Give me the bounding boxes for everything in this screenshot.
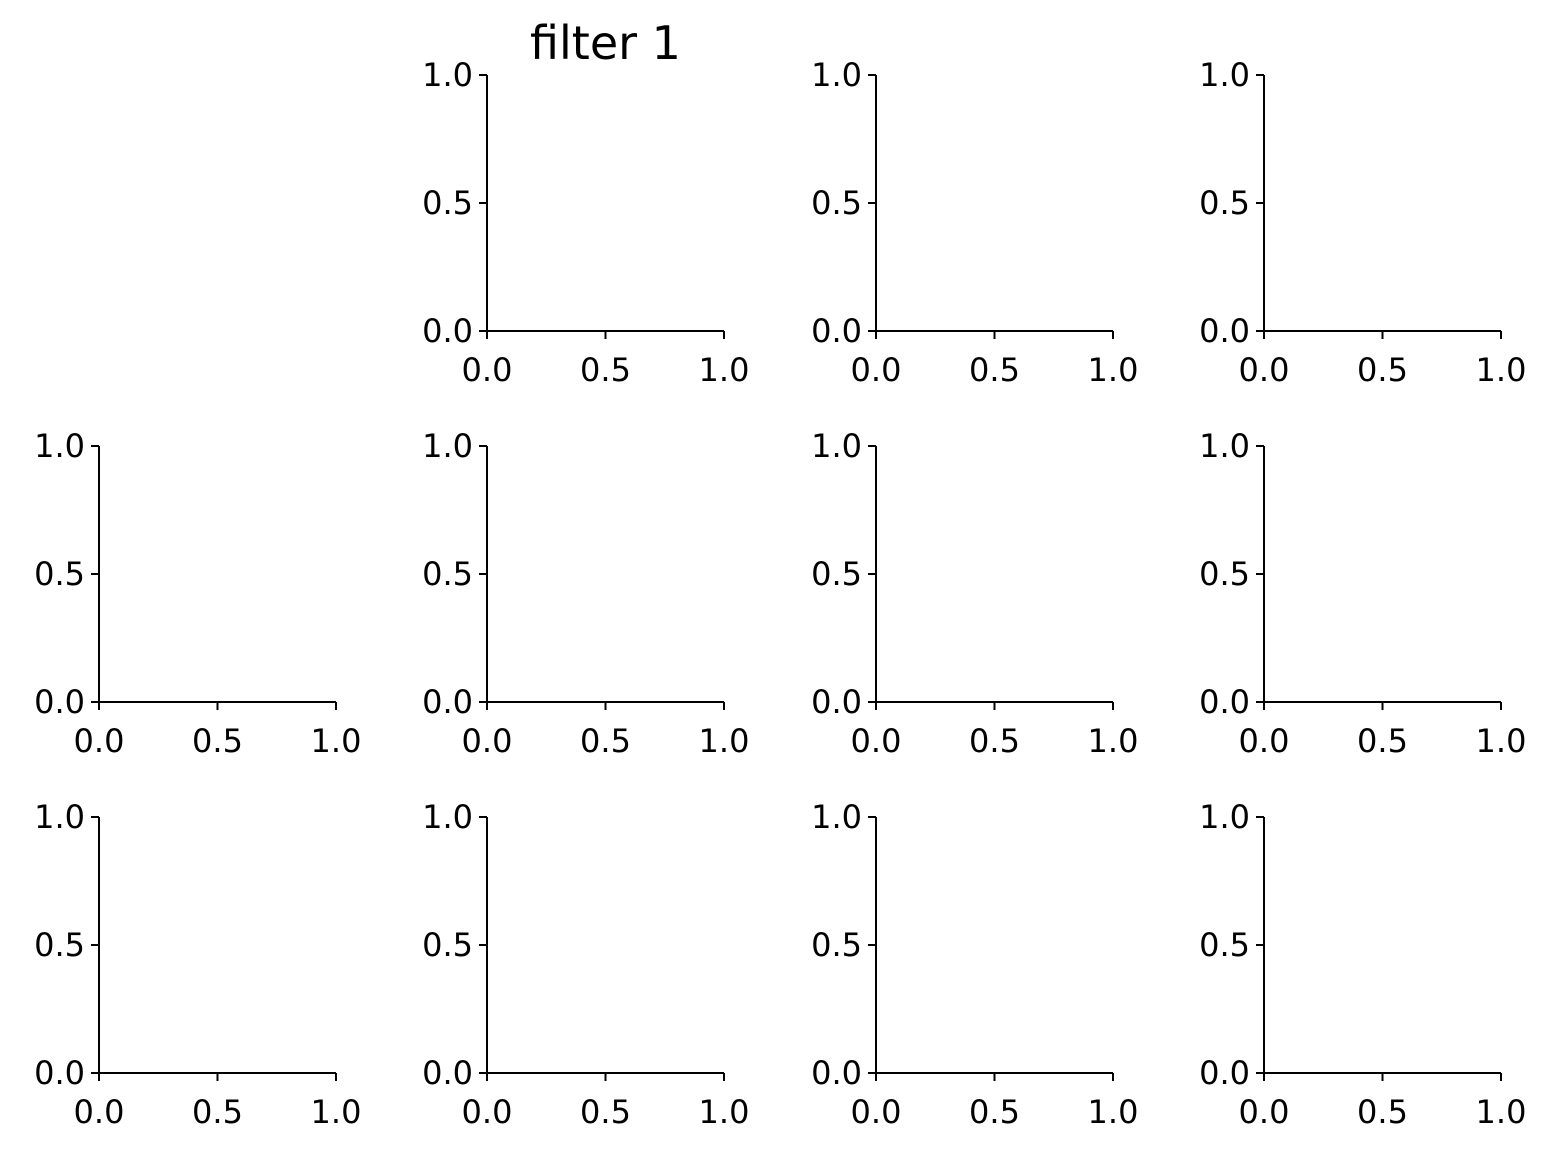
x-tick-label: 0.0: [1239, 351, 1290, 389]
x-tick-label: 0.0: [851, 351, 902, 389]
subplot-panel: 0.0 0.5 1.0 0.0 0.5 1.0: [422, 798, 749, 1131]
y-tick-label: 1.0: [422, 427, 473, 465]
y-tick-label: 1.0: [1199, 56, 1250, 94]
y-tick-label: 1.0: [811, 56, 862, 94]
x-tick-label: 0.0: [74, 722, 125, 760]
x-tick-label: 0.0: [74, 1093, 125, 1131]
x-tick-label: 0.5: [969, 722, 1020, 760]
subplot-panel: 0.0 0.5 1.0 0.0 0.5 1.0: [34, 427, 361, 760]
panel-title: filter 1: [530, 16, 681, 70]
x-tick-label: 1.0: [699, 1093, 750, 1131]
y-tick-label: 1.0: [422, 798, 473, 836]
subplot-panel: 0.0 0.5 1.0 0.0 0.5 1.0: [811, 798, 1138, 1131]
x-tick-label: 0.0: [462, 1093, 513, 1131]
x-tick-label: 0.0: [851, 1093, 902, 1131]
y-tick-label: 0.0: [1199, 683, 1250, 721]
x-tick-label: 1.0: [699, 722, 750, 760]
y-tick-label: 0.0: [422, 1054, 473, 1092]
y-tick-label: 0.5: [1199, 184, 1250, 222]
x-tick-label: 0.0: [462, 722, 513, 760]
y-tick-label: 1.0: [34, 798, 85, 836]
x-tick-label: 0.5: [580, 722, 631, 760]
x-tick-label: 0.5: [192, 1093, 243, 1131]
y-tick-label: 0.0: [422, 683, 473, 721]
subplot-panel: 0.0 0.5 1.0 0.0 0.5 1.0: [811, 427, 1138, 760]
x-tick-label: 1.0: [1088, 1093, 1139, 1131]
y-tick-label: 0.0: [1199, 312, 1250, 350]
y-tick-label: 0.0: [422, 312, 473, 350]
x-tick-label: 0.5: [969, 351, 1020, 389]
y-tick-label: 0.5: [34, 926, 85, 964]
y-tick-label: 0.0: [811, 683, 862, 721]
y-tick-label: 0.0: [811, 1054, 862, 1092]
subplot-panel: 0.0 0.5 1.0 0.0 0.5 1.0: [34, 798, 361, 1131]
y-tick-label: 1.0: [811, 427, 862, 465]
x-tick-label: 1.0: [1476, 351, 1527, 389]
y-tick-label: 1.0: [1199, 427, 1250, 465]
x-tick-label: 0.5: [1357, 1093, 1408, 1131]
x-tick-label: 0.0: [1239, 1093, 1290, 1131]
x-tick-label: 1.0: [311, 1093, 362, 1131]
subplot-panel: 0.0 0.5 1.0 0.0 0.5 1.0: [1199, 427, 1526, 760]
x-tick-label: 1.0: [1476, 722, 1527, 760]
x-tick-label: 1.0: [1476, 1093, 1527, 1131]
x-tick-label: 0.5: [1357, 351, 1408, 389]
y-tick-label: 1.0: [34, 427, 85, 465]
x-tick-label: 0.5: [580, 1093, 631, 1131]
y-tick-label: 0.5: [811, 926, 862, 964]
y-tick-label: 1.0: [1199, 798, 1250, 836]
y-tick-label: 0.0: [811, 312, 862, 350]
y-tick-label: 0.5: [811, 184, 862, 222]
x-tick-label: 1.0: [1088, 351, 1139, 389]
x-tick-label: 1.0: [311, 722, 362, 760]
y-tick-label: 0.5: [422, 555, 473, 593]
x-tick-label: 0.5: [969, 1093, 1020, 1131]
subplot-panel: 0.0 0.5 1.0 0.0 0.5 1.0: [422, 427, 749, 760]
y-tick-label: 0.5: [1199, 555, 1250, 593]
subplot-panel: 0.0 0.5 1.0 0.0 0.5 1.0: [1199, 798, 1526, 1131]
x-tick-label: 0.5: [1357, 722, 1408, 760]
y-tick-label: 1.0: [422, 56, 473, 94]
y-tick-label: 0.5: [1199, 926, 1250, 964]
y-tick-label: 0.5: [422, 926, 473, 964]
y-tick-label: 0.0: [34, 1054, 85, 1092]
subplot-panel: 0.0 0.5 1.0 0.0 0.5 1.0 filter 1: [422, 16, 749, 389]
x-tick-label: 0.5: [192, 722, 243, 760]
y-tick-label: 1.0: [811, 798, 862, 836]
y-tick-label: 0.5: [422, 184, 473, 222]
y-tick-label: 0.0: [34, 683, 85, 721]
x-tick-label: 0.5: [580, 351, 631, 389]
x-tick-label: 1.0: [699, 351, 750, 389]
y-tick-label: 0.0: [1199, 1054, 1250, 1092]
subplot-panel: 0.0 0.5 1.0 0.0 0.5 1.0: [1199, 56, 1526, 389]
y-tick-label: 0.5: [811, 555, 862, 593]
y-tick-label: 0.5: [34, 555, 85, 593]
x-tick-label: 0.0: [462, 351, 513, 389]
x-tick-label: 1.0: [1088, 722, 1139, 760]
x-tick-label: 0.0: [1239, 722, 1290, 760]
subplot-panel: 0.0 0.5 1.0 0.0 0.5 1.0: [811, 56, 1138, 389]
x-tick-label: 0.0: [851, 722, 902, 760]
